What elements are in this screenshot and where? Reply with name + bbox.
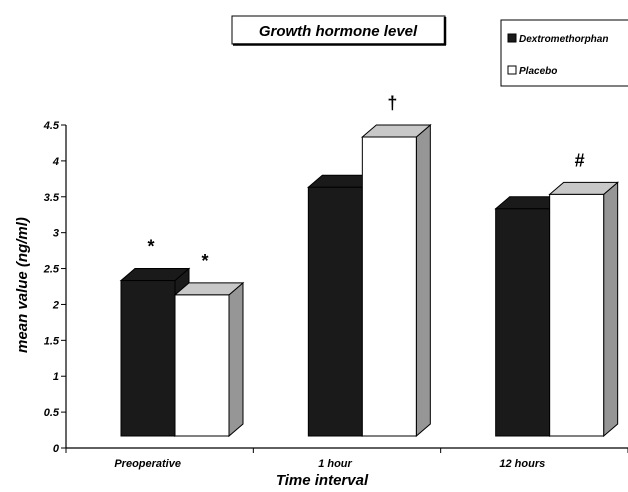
- x-axis-label: Time interval: [276, 472, 369, 489]
- bar-front: [361, 136, 417, 437]
- y-tick-label: 3: [53, 228, 59, 240]
- x-tick-label: 1 hour: [318, 458, 352, 470]
- bar-front: [549, 193, 605, 437]
- axes: 0 0.5 1 1.5 2 2.5 3 3.5 4 4.5 Preoperative 1 hour 12…: [43, 120, 628, 470]
- chart-title: Growth hormone level: [259, 23, 418, 40]
- bar-annotation: †: [387, 93, 397, 113]
- y-axis-label: mean value (ng/ml): [14, 217, 31, 353]
- bar-side: [603, 181, 619, 438]
- y-tick-label: 3.5: [44, 192, 60, 204]
- bar-preoperative-placebo: [173, 281, 245, 438]
- annotations: * * † #: [147, 93, 584, 271]
- bar-1-hour-placebo: [360, 123, 432, 438]
- x-tick-label: 12 hours: [499, 458, 545, 470]
- y-tick-label: 0: [53, 443, 60, 455]
- bar-front: [174, 294, 230, 437]
- legend-swatch-placebo: [507, 65, 517, 75]
- bar-front: [120, 280, 176, 437]
- legend-label-dextromethorphan: Dextromethorphan: [519, 34, 608, 45]
- y-tick-label: 2: [52, 299, 59, 311]
- legend-swatch-dextromethorphan: [507, 33, 517, 43]
- y-tick-label: 1.5: [44, 335, 60, 347]
- bars: [119, 123, 620, 438]
- bar-annotation: *: [147, 237, 154, 257]
- y-tick-label: 2.5: [43, 264, 60, 276]
- bar-front: [495, 208, 551, 437]
- y-tick-label: 0.5: [44, 407, 60, 419]
- legend: Dextromethorphan Placebo: [500, 19, 628, 87]
- bar-front: [307, 186, 363, 437]
- bar-annotation: *: [201, 251, 208, 271]
- bar-side: [415, 123, 431, 438]
- x-tick-label: Preoperative: [114, 458, 181, 470]
- bar-side: [228, 281, 244, 438]
- legend-label-placebo: Placebo: [519, 66, 557, 77]
- y-tick-label: 1: [53, 371, 59, 383]
- chart-title-box: Growth hormone level: [231, 15, 447, 46]
- bar-12-hours-placebo: [548, 181, 620, 438]
- y-tick-label: 4.5: [43, 120, 60, 132]
- y-tick-label: 4: [52, 156, 59, 168]
- bar-annotation: #: [575, 150, 585, 170]
